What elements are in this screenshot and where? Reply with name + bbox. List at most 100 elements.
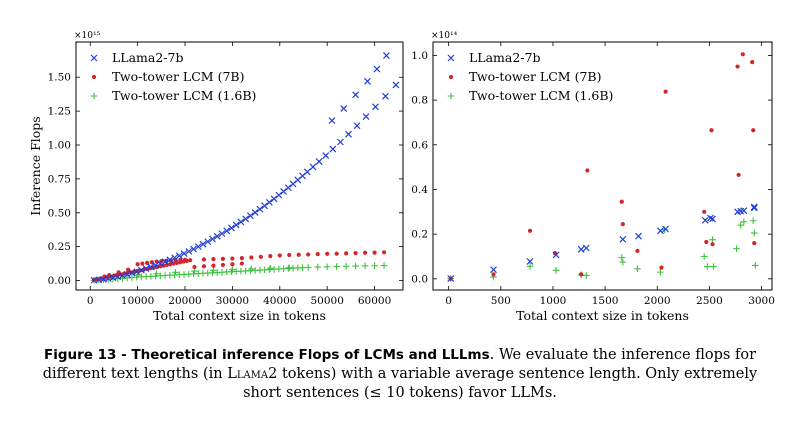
data-point	[329, 145, 337, 153]
data-point	[309, 163, 317, 171]
data-point	[152, 261, 160, 269]
data-point	[353, 251, 358, 256]
x-tick-label: 20000	[168, 295, 201, 307]
caption-label: Figure 13 - Theoretical inference Flops …	[44, 347, 490, 363]
data-point	[190, 245, 197, 253]
caption-small-caps: Llama2	[227, 366, 278, 382]
data-point	[735, 64, 740, 69]
data-point	[662, 225, 670, 233]
figure-charts: 0 10000 20000 30000 40000 50000 600000.000.250…	[28, 31, 775, 323]
x-tick-label: 40000	[263, 295, 296, 307]
series-3	[447, 217, 759, 282]
data-point	[256, 205, 264, 213]
data-point	[491, 272, 496, 277]
legend-label: Two-tower LCM (1.6B)	[469, 88, 613, 103]
data-point	[261, 202, 269, 210]
data-point	[199, 240, 207, 248]
data-point	[709, 128, 714, 133]
data-point	[710, 263, 717, 270]
data-point	[175, 252, 183, 260]
data-point	[579, 272, 584, 277]
x-tick-label: 10000	[121, 295, 154, 307]
data-point	[270, 195, 278, 203]
data-point	[213, 232, 221, 240]
data-point	[192, 264, 197, 270]
data-point	[750, 60, 755, 65]
data-point	[635, 232, 642, 240]
x-tick-label: 500	[491, 295, 511, 307]
data-point	[248, 265, 255, 273]
data-point	[246, 212, 254, 220]
data-point	[239, 261, 244, 266]
data-point	[750, 203, 758, 211]
x-tick-label: 0	[87, 295, 94, 307]
legend-marker	[447, 54, 455, 62]
legend-marker	[90, 54, 98, 62]
data-point	[701, 216, 709, 224]
data-point	[381, 250, 387, 255]
chart-1: 0 10000 20000 30000 40000 50000 60000 0.00 0.25 0…	[28, 31, 404, 323]
data-point	[323, 263, 331, 271]
data-point	[619, 199, 624, 204]
data-point	[663, 89, 668, 94]
data-point	[287, 252, 292, 258]
data-point	[344, 251, 349, 256]
data-point	[382, 52, 390, 59]
y-tick-label: 0.0	[411, 273, 428, 285]
data-point	[371, 262, 378, 270]
data-point	[372, 250, 377, 255]
data-point	[304, 264, 312, 271]
data-point	[194, 243, 202, 251]
data-point	[211, 257, 216, 262]
legend: LLama2-7b Two-tower LCM (7B) Two-tower LCM…	[447, 50, 613, 103]
data-point	[182, 257, 188, 262]
data-point	[362, 250, 368, 255]
data-point	[447, 275, 455, 283]
data-point	[362, 113, 370, 120]
legend-label: Two-tower LCM (7B)	[112, 69, 244, 84]
data-point	[526, 257, 534, 265]
data-point	[364, 77, 371, 85]
data-point	[749, 217, 757, 225]
y-tick-label: 0.75	[48, 173, 71, 185]
data-point	[228, 224, 235, 232]
data-point	[710, 242, 715, 247]
data-point	[315, 251, 320, 257]
data-point	[657, 268, 664, 276]
data-point	[582, 244, 590, 252]
data-point	[328, 117, 336, 125]
legend-label: Two-tower LCM (7B)	[469, 69, 601, 84]
x-axis-label: Total context size in tokens	[153, 308, 326, 323]
series-1	[447, 203, 758, 283]
figure-caption: Figure 13 - Theoretical inference Flops …	[30, 346, 770, 403]
data-point	[277, 253, 282, 258]
data-point	[552, 267, 560, 274]
data-point	[230, 262, 235, 267]
y-axis-label: Inference Flops	[28, 116, 43, 215]
data-point	[352, 262, 359, 270]
data-point	[209, 235, 216, 243]
data-point	[201, 264, 207, 269]
data-point	[709, 236, 716, 244]
y-tick-label: 0.00	[48, 275, 71, 287]
y-multiplier: ×10¹⁵	[74, 31, 101, 41]
data-point	[230, 256, 235, 261]
data-point	[709, 215, 716, 223]
data-point	[659, 265, 664, 270]
legend-label: Two-tower LCM (1.6B)	[112, 88, 256, 103]
data-point	[334, 251, 339, 256]
y-tick-label: 0.6	[411, 139, 428, 151]
data-point	[619, 258, 627, 266]
x-tick-label: 30000	[216, 295, 249, 307]
legend-label: LLama2-7b	[469, 50, 541, 65]
data-point	[178, 257, 183, 263]
data-point	[352, 91, 360, 99]
data-point	[322, 152, 330, 159]
data-point	[736, 172, 741, 178]
plot-frame	[432, 41, 773, 291]
data-point	[220, 256, 226, 261]
data-point	[303, 168, 311, 176]
legend-marker	[447, 92, 455, 100]
data-point	[172, 269, 179, 276]
caption-text-1: . We evaluate the inference flops for di…	[42, 347, 756, 382]
